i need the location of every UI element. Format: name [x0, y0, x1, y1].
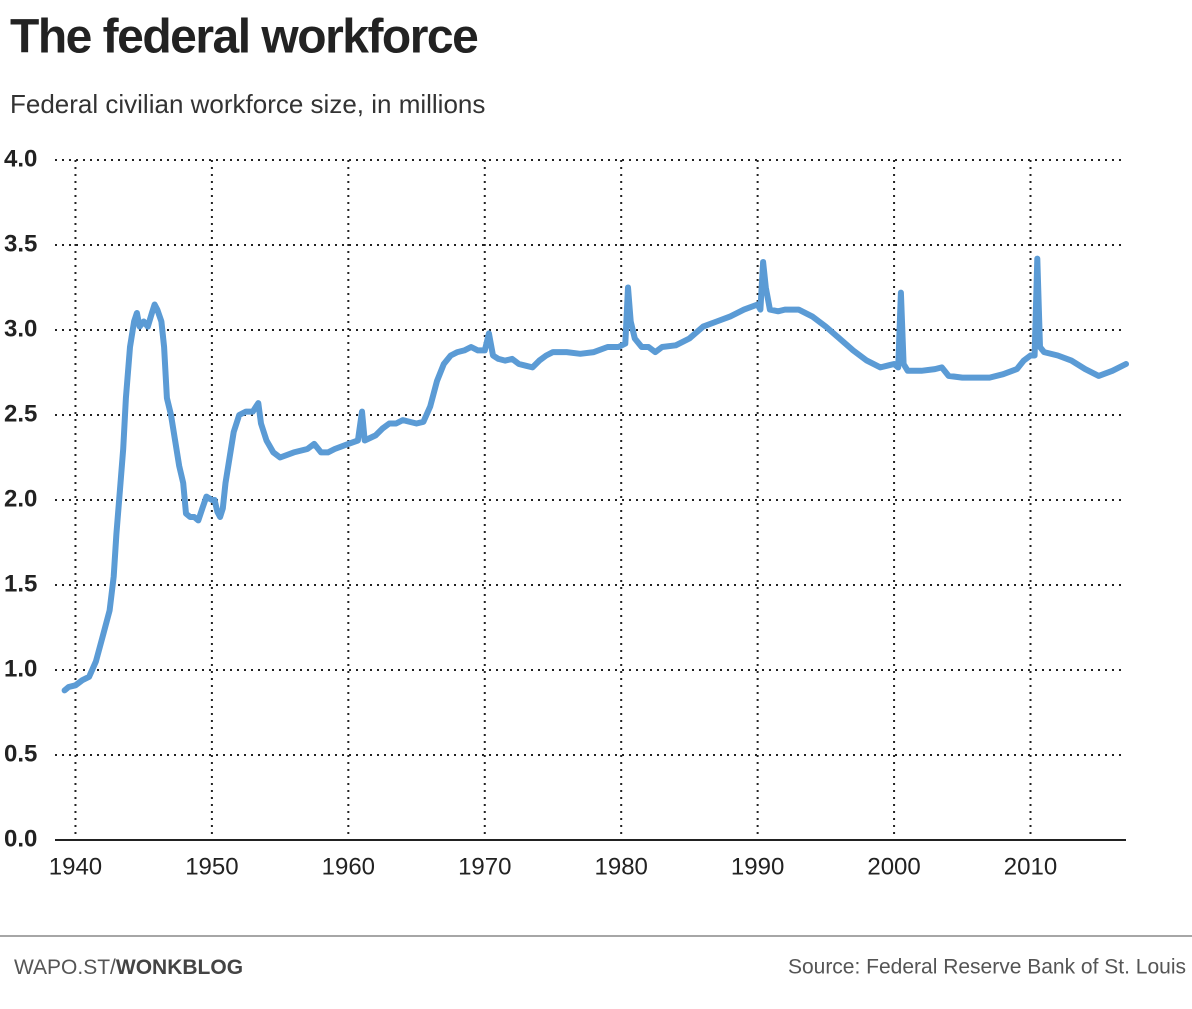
x-tick-label: 1950 — [185, 853, 238, 880]
x-tick-label: 2000 — [867, 853, 920, 880]
footer-blog: WONKBLOG — [116, 956, 243, 979]
footer-source: Source: Federal Reserve Bank of St. Loui… — [788, 956, 1186, 979]
y-tick-label: 0.5 — [4, 740, 37, 767]
x-tick-label: 1940 — [49, 853, 102, 880]
y-tick-label: 3.0 — [4, 315, 37, 342]
chart-subtitle: Federal civilian workforce size, in mill… — [10, 89, 485, 119]
x-tick-label: 1960 — [322, 853, 375, 880]
x-tick-label: 1980 — [595, 853, 648, 880]
chart-title: The federal workforce — [10, 11, 478, 64]
y-tick-label: 0.0 — [4, 825, 37, 852]
y-tick-label: 1.5 — [4, 570, 37, 597]
x-tick-label: 1990 — [731, 853, 784, 880]
y-tick-label: 2.0 — [4, 485, 37, 512]
x-tick-label: 2010 — [1004, 853, 1057, 880]
x-tick-label: 1970 — [458, 853, 511, 880]
y-tick-label: 2.5 — [4, 400, 37, 427]
y-tick-label: 3.5 — [4, 230, 37, 257]
data-line — [61, 255, 1129, 694]
y-tick-label: 1.0 — [4, 655, 37, 682]
y-tick-label: 4.0 — [4, 145, 37, 172]
footer-site: WAPO.ST/ — [14, 956, 116, 979]
footer-credit: WAPO.ST/WONKBLOG — [14, 956, 243, 979]
